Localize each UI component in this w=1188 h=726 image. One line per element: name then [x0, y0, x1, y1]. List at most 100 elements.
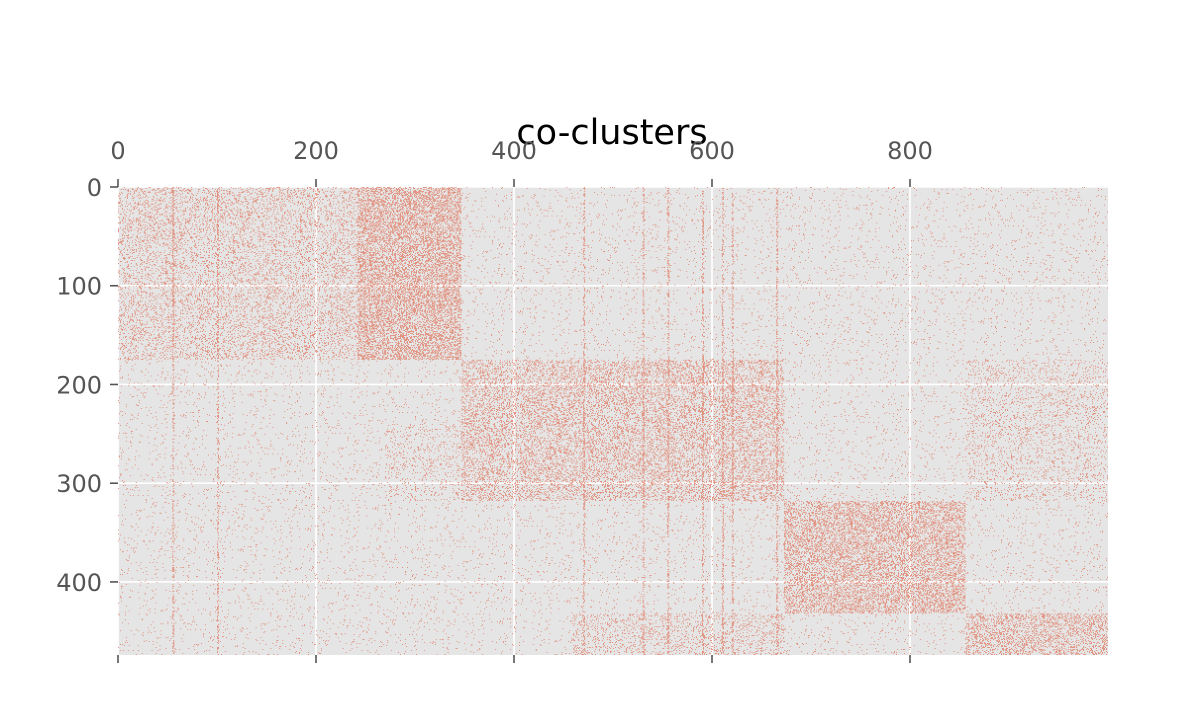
- data-point: [276, 187, 277, 188]
- data-point: [205, 204, 206, 205]
- data-point: [420, 188, 421, 189]
- data-point: [218, 208, 219, 209]
- data-point: [401, 195, 402, 196]
- data-point: [211, 212, 212, 213]
- data-point: [290, 192, 291, 193]
- data-point: [245, 199, 246, 200]
- data-point: [238, 188, 239, 189]
- data-point: [294, 192, 295, 193]
- data-point: [374, 192, 375, 193]
- data-point: [279, 188, 280, 189]
- data-point: [240, 210, 241, 211]
- data-point: [329, 205, 330, 206]
- data-point: [403, 203, 404, 204]
- data-point: [355, 194, 356, 195]
- data-point: [453, 192, 454, 193]
- data-point: [969, 188, 970, 189]
- data-point: [146, 195, 147, 196]
- data-point: [402, 197, 403, 198]
- data-point: [419, 193, 420, 194]
- data-point: [936, 210, 937, 211]
- data-point: [213, 201, 214, 202]
- data-point: [179, 190, 180, 191]
- data-point: [145, 209, 146, 210]
- data-point: [402, 204, 403, 205]
- data-point: [882, 208, 883, 209]
- data-point: [161, 208, 162, 209]
- data-point: [191, 189, 192, 190]
- data-point: [460, 208, 461, 209]
- data-point: [436, 209, 437, 210]
- data-point: [162, 191, 163, 192]
- data-point: [339, 203, 340, 204]
- data-point: [343, 201, 344, 202]
- data-point: [147, 203, 148, 204]
- data-point: [436, 208, 437, 209]
- data-point: [437, 195, 438, 196]
- data-point: [387, 200, 388, 201]
- data-point: [369, 207, 370, 208]
- data-point: [787, 205, 788, 206]
- data-point: [446, 195, 447, 196]
- data-point: [937, 211, 938, 212]
- data-point: [732, 194, 733, 195]
- data-point: [425, 211, 426, 212]
- data-point: [128, 193, 129, 194]
- data-point: [423, 211, 424, 212]
- data-point: [1084, 187, 1085, 188]
- data-point: [199, 189, 200, 190]
- data-point: [867, 195, 868, 196]
- data-point: [329, 200, 330, 201]
- data-point: [224, 190, 225, 191]
- data-point: [435, 195, 436, 196]
- data-point: [238, 203, 239, 204]
- data-point: [154, 190, 155, 191]
- data-point: [1094, 208, 1095, 209]
- data-point: [383, 187, 384, 188]
- data-point: [297, 188, 298, 189]
- data-point: [700, 208, 701, 209]
- data-point: [399, 191, 400, 192]
- data-point: [502, 187, 503, 188]
- data-point: [629, 195, 630, 196]
- data-point: [456, 187, 457, 188]
- data-point: [644, 207, 645, 208]
- data-point: [192, 199, 193, 200]
- data-point: [427, 197, 428, 198]
- data-point: [534, 194, 535, 195]
- data-point: [350, 205, 351, 206]
- data-point: [274, 200, 275, 201]
- data-point: [172, 195, 173, 196]
- data-point: [431, 194, 432, 195]
- data-point: [182, 211, 183, 212]
- data-point: [649, 195, 650, 196]
- data-point: [318, 189, 319, 190]
- data-point: [276, 204, 277, 205]
- data-point: [981, 187, 982, 188]
- data-point: [416, 205, 417, 206]
- data-point: [287, 193, 288, 194]
- data-point: [1105, 199, 1106, 200]
- data-point: [318, 194, 319, 195]
- data-point: [452, 190, 453, 191]
- data-point: [332, 208, 333, 209]
- data-point: [159, 188, 160, 189]
- data-point: [360, 206, 361, 207]
- data-point: [220, 201, 221, 202]
- data-point: [411, 199, 412, 200]
- data-point: [668, 201, 669, 202]
- data-point: [130, 191, 131, 192]
- data-point: [241, 201, 242, 202]
- data-point: [256, 189, 257, 190]
- data-point: [431, 191, 432, 192]
- data-point: [442, 205, 443, 206]
- data-point: [743, 203, 744, 204]
- data-point: [407, 196, 408, 197]
- data-point: [371, 200, 372, 201]
- data-point: [774, 188, 775, 189]
- data-point: [517, 197, 518, 198]
- data-point: [378, 206, 379, 207]
- data-point: [914, 188, 915, 189]
- data-point: [276, 207, 277, 208]
- data-point: [417, 206, 418, 207]
